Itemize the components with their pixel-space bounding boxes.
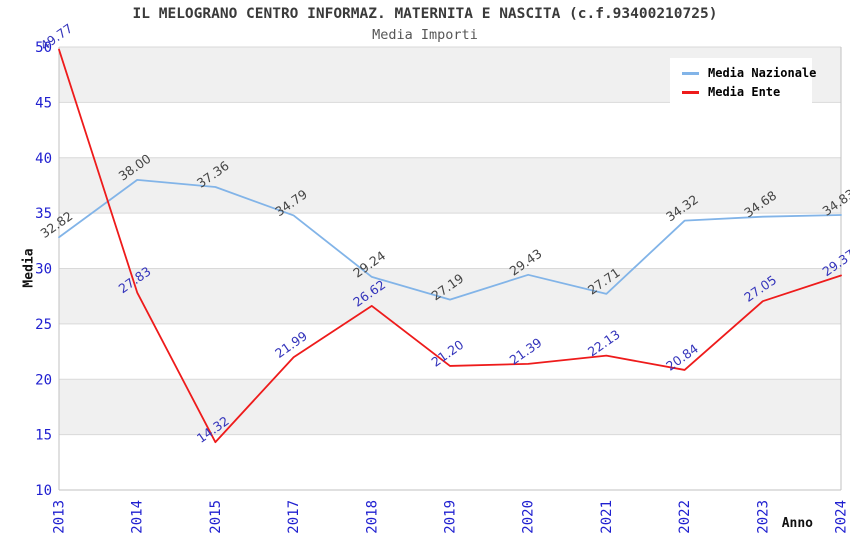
x-tick-label: 2019 [443, 500, 459, 534]
y-tick-label: 40 [35, 151, 52, 167]
media-ente-point-label: 21.99 [272, 328, 310, 361]
x-tick-label: 2020 [521, 500, 537, 534]
legend-item-media-nazionale: Media Nazionale [682, 66, 816, 80]
y-tick-label: 10 [35, 483, 52, 499]
x-tick-label: 2018 [364, 500, 380, 534]
media-nazionale-line-swatch-icon [682, 71, 699, 75]
y-tick-label: 30 [35, 262, 52, 278]
legend-label-media-nazionale: Media Nazionale [708, 66, 817, 80]
x-tick-label: 2024 [834, 500, 850, 534]
media-ente-line-swatch-icon [682, 90, 699, 94]
media-ente-point-label: 29.37 [819, 246, 850, 279]
y-tick-label: 25 [35, 317, 52, 333]
x-tick-label: 2022 [677, 500, 693, 534]
y-axis-title: Media [21, 248, 37, 288]
x-tick-label: 2013 [52, 500, 68, 534]
y-tick-label: 35 [35, 206, 52, 222]
x-tick-label: 2021 [599, 500, 615, 534]
series-line-media-nazionale [58, 178, 842, 301]
chart-title: IL MELOGRANO CENTRO INFORMAZ. MATERNITA … [132, 6, 718, 22]
legend-item-media-ente: Media Ente [682, 85, 812, 99]
y-tick-label: 45 [35, 95, 52, 111]
y-tick-label: 15 [35, 428, 52, 444]
series-line-media-ente [58, 48, 842, 444]
x-tick-label: 2015 [208, 500, 224, 534]
x-tick-label: 2023 [755, 500, 771, 534]
x-axis-title: Anno [781, 516, 813, 531]
legend: Media Nazionale Media Ente [670, 58, 816, 107]
grid-band [59, 379, 841, 435]
y-tick-label: 20 [35, 372, 52, 388]
grid-band [59, 157, 841, 214]
chart-subtitle: Media Importi [372, 27, 478, 43]
x-tick-label: 2017 [286, 500, 302, 534]
grid-band [59, 268, 841, 324]
y-tick-label: 50 [35, 40, 52, 56]
media-ente-point-label: 22.13 [585, 327, 623, 360]
legend-label-media-ente: Media Ente [708, 85, 781, 99]
x-tick-label: 2014 [130, 500, 146, 534]
